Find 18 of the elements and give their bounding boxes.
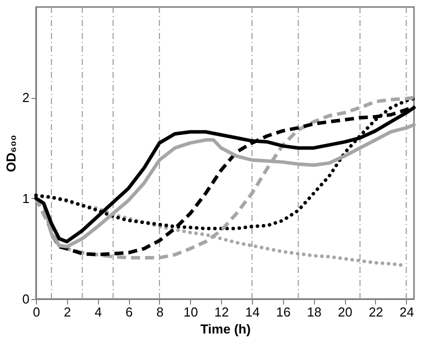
y-tick-label: 1	[22, 190, 30, 206]
y-tick-label: 0	[22, 292, 30, 306]
x-tick-label: 14	[245, 304, 260, 320]
x-tick-label: 16	[276, 304, 291, 320]
x-tick-label: 6	[125, 304, 133, 320]
y-axis-title: OD₆₀₀	[3, 134, 18, 172]
x-tick-label: 12	[214, 304, 229, 320]
x-tick-label: 8	[156, 304, 164, 320]
x-tick-label: 24	[400, 304, 414, 320]
x-tick-label: 22	[368, 304, 384, 320]
x-tick-label: 4	[94, 304, 102, 320]
y-tick-label: 2	[22, 90, 30, 106]
x-tick-label: 0	[32, 304, 40, 320]
x-tick-label: 18	[306, 304, 322, 320]
x-tick-label: 10	[184, 304, 198, 320]
x-tick-label: 20	[338, 304, 352, 320]
x-axis-title: Time (h)	[200, 322, 251, 336]
x-tick-label: 2	[64, 304, 71, 320]
